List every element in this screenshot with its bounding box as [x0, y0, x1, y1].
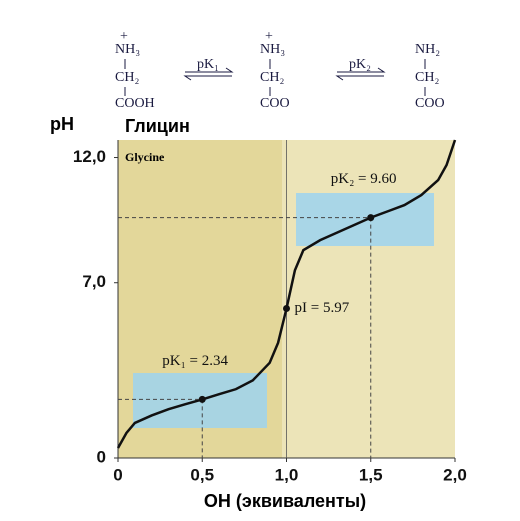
y-tick-label: 12,0 — [73, 147, 106, 166]
point — [283, 305, 290, 313]
structures: + NH₃ CH₂ COOH + NH₃ CH₂ COO NH₂ CH₂ COO… — [115, 29, 445, 111]
y-tick-label: 7,0 — [82, 272, 106, 291]
formula: NH₂ — [415, 42, 440, 57]
annotation: pK₁ = 2.34 — [162, 353, 228, 369]
annotation: pI = 5.97 — [295, 300, 350, 316]
x-tick-label: 1,5 — [359, 465, 383, 484]
point — [367, 214, 375, 222]
x-tick-label: 0 — [113, 465, 122, 484]
equilibrium-arrow — [183, 67, 234, 81]
formula: COO — [260, 96, 290, 111]
x-axis-label: OH (эквиваленты) — [204, 491, 366, 511]
y-tick-label: 0 — [97, 447, 106, 466]
formula: NH₃ — [115, 42, 140, 57]
formula: CH₂ — [260, 70, 284, 85]
chart-title: Глицин — [125, 116, 190, 136]
charge: + — [120, 29, 128, 44]
x-tick-label: 1,0 — [275, 465, 299, 484]
formula: CH₂ — [115, 70, 139, 85]
chart-subtitle: Glycine — [125, 150, 165, 164]
x-tick-label: 2,0 — [443, 465, 467, 484]
formula: COOH — [115, 96, 155, 111]
arrow-label: pK₂ — [349, 57, 371, 72]
annotation: pK₂ = 9.60 — [331, 171, 397, 187]
formula: COO — [415, 96, 445, 111]
formula: CH₂ — [415, 70, 439, 85]
charge: + — [265, 29, 273, 44]
point — [198, 395, 206, 403]
formula: NH₃ — [260, 42, 285, 57]
y-axis-label: pH — [50, 114, 74, 134]
arrow-label: pK₁ — [197, 57, 219, 72]
x-tick-label: 0,5 — [190, 465, 214, 484]
equilibrium-arrow — [335, 67, 386, 81]
